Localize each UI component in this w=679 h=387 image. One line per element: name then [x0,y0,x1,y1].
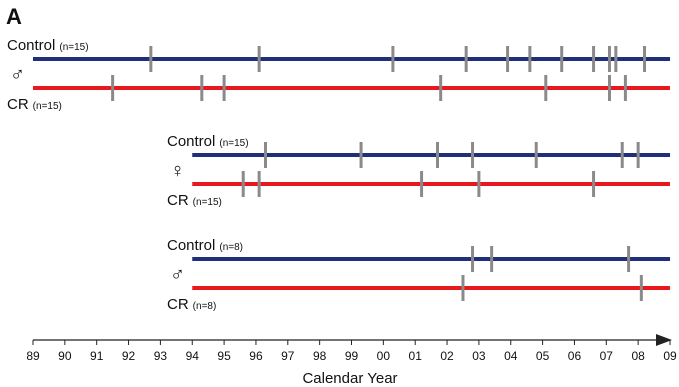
track-name: CR [167,192,189,209]
x-tick-label: 05 [536,349,550,363]
x-tick-label: 94 [186,349,200,363]
x-tick-label: 92 [122,349,136,363]
group-3: ♂ Control (n=8) CR (n=8) [167,237,670,313]
x-tick-label: 09 [663,349,677,363]
sex-symbol: ♂ [10,64,25,86]
x-tick-label: 98 [313,349,327,363]
x-tick-label: 07 [600,349,614,363]
track-label-cr: CR (n=15) [167,192,222,209]
track-name: Control [167,133,215,150]
track-name: CR [7,96,29,113]
x-tick-label: 06 [568,349,582,363]
track-label-cr: CR (n=15) [7,96,62,113]
x-tick-label: 97 [281,349,295,363]
group-2: ♀ Control (n=15) CR (n=15) [167,133,670,209]
x-tick-label: 95 [217,349,231,363]
track-n-label: (n=15) [33,101,62,112]
tracks-layer: ♂ Control (n=15) CR (n=15) ♀ Control (n=15) CR (n… [7,37,670,313]
track-label-cr: CR (n=8) [167,296,216,313]
x-tick-label: 02 [440,349,454,363]
x-tick-label: 91 [90,349,104,363]
x-tick-label: 01 [409,349,423,363]
x-tick-label: 03 [472,349,486,363]
panel-label: A [6,4,22,29]
track-n-label: (n=8) [193,301,217,312]
track-name: CR [167,296,189,313]
track-name: Control [7,37,55,54]
x-tick-label: 90 [58,349,72,363]
track-label-control: Control (n=15) [7,37,89,54]
track-n-label: (n=15) [59,42,88,53]
x-tick-label: 99 [345,349,359,363]
x-axis: 89 90 91 92 93 94 95 96 97 98 99 00 01 02 03 04 05 06 07 08… [26,334,677,363]
sex-symbol: ♀ [170,160,185,182]
x-tick-label: 04 [504,349,518,363]
track-label-control: Control (n=15) [167,133,249,150]
track-name: Control [167,237,215,254]
track-n-label: (n=8) [219,242,243,253]
x-tick-label: 93 [154,349,168,363]
x-axis-title: Calendar Year [302,370,397,387]
x-tick-label: 89 [26,349,40,363]
track-n-label: (n=15) [193,197,222,208]
sex-symbol: ♂ [170,264,185,286]
x-tick-label: 00 [377,349,391,363]
track-n-label: (n=15) [219,138,248,149]
group-1: ♂ Control (n=15) CR (n=15) [7,37,670,113]
x-tick-label: 96 [249,349,263,363]
axis-arrowhead [656,334,672,346]
track-label-control: Control (n=8) [167,237,243,254]
x-tick-label: 08 [631,349,645,363]
